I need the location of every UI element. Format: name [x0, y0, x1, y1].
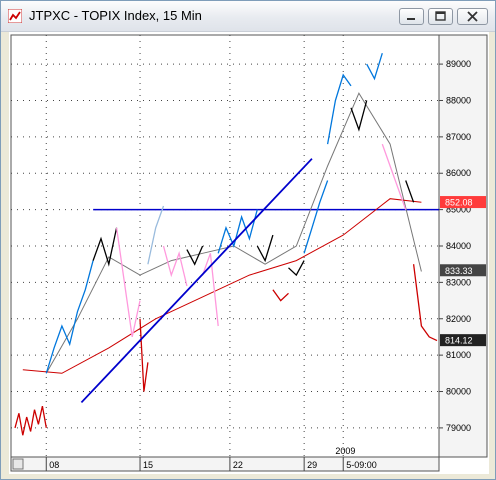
price-chart[interactable]: 79000 80000 81000 82000 83000 84000 85000 86000… — [9, 32, 489, 474]
x-tick-label: 5-09:00 — [346, 460, 377, 470]
y-tick-label: 89000 — [446, 59, 471, 69]
y-tick-label: 85000 — [446, 205, 471, 215]
chart-app-icon — [8, 9, 22, 23]
x-tick-label: 22 — [233, 460, 243, 470]
price-series-line — [412, 264, 438, 342]
close-icon — [467, 11, 478, 22]
y-tick-label: 83000 — [446, 277, 471, 287]
price-series-line — [288, 260, 305, 277]
price-series-line — [256, 234, 274, 263]
x-tick-label: 08 — [49, 460, 59, 470]
price-series-line — [217, 209, 258, 254]
price-series-line — [115, 227, 141, 338]
price-label-box — [440, 196, 486, 209]
y-tick-label: 79000 — [446, 423, 471, 433]
maximize-button[interactable] — [428, 8, 453, 25]
price-axis-panel — [438, 34, 488, 458]
scroll-handle — [12, 458, 24, 470]
y-tick-label: 80000 — [446, 387, 471, 397]
x-year-label: 2009 — [335, 446, 355, 456]
price-label-box — [440, 264, 486, 277]
minimize-icon — [407, 18, 415, 20]
y-tick-label: 86000 — [446, 168, 471, 178]
y-tick-label: 82000 — [446, 314, 471, 324]
price-series-line — [92, 227, 118, 267]
price-label: 833.33 — [445, 266, 473, 276]
price-label: 852.08 — [445, 198, 473, 208]
price-series-line — [350, 100, 368, 132]
title-bar[interactable]: JTPXC - TOPIX Index, 15 Min — [1, 1, 495, 32]
price-series-line — [366, 53, 383, 81]
x-tick-label: 29 — [307, 460, 317, 470]
price-series-line — [326, 73, 352, 145]
price-series-line — [381, 143, 407, 210]
moving-average-line — [22, 198, 422, 374]
price-series-line — [201, 253, 219, 327]
price-series-line — [405, 180, 415, 203]
plot-frame — [10, 34, 440, 458]
price-label-box — [440, 334, 486, 347]
price-series-line — [147, 205, 165, 265]
y-tick-label: 84000 — [446, 241, 471, 251]
close-button[interactable] — [457, 8, 488, 25]
time-axis-panel — [10, 456, 440, 472]
y-tick-label: 87000 — [446, 132, 471, 142]
trendline — [80, 158, 313, 404]
x-tick-label: 15 — [143, 460, 153, 470]
window-title: JTPXC - TOPIX Index, 15 Min — [29, 8, 202, 23]
price-label: 814.12 — [445, 336, 473, 346]
chart-area[interactable]: 79000 80000 81000 82000 83000 84000 85000 86000… — [9, 32, 489, 474]
price-series-line — [14, 405, 47, 436]
price-series-line — [162, 245, 188, 287]
price-series-line — [272, 289, 289, 302]
price-series-line — [186, 245, 204, 266]
y-tick-label: 88000 — [446, 95, 471, 105]
price-series-line — [45, 260, 94, 374]
price-series-line — [303, 180, 329, 254]
maximize-icon — [435, 11, 446, 21]
y-tick-label: 81000 — [446, 350, 471, 360]
minimize-button[interactable] — [399, 8, 424, 25]
price-series-line — [139, 318, 149, 392]
